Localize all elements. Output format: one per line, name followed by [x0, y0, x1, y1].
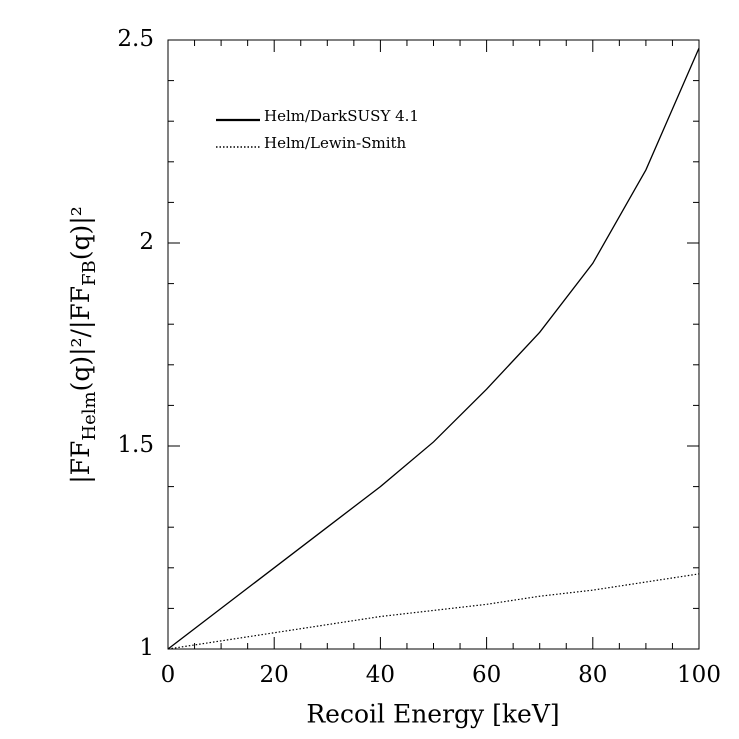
- x-axis-label: Recoil Energy [keV]: [306, 700, 559, 729]
- series-line: [167, 47, 700, 650]
- y-tick-label: 2: [139, 229, 154, 255]
- x-tick-label: 80: [578, 662, 607, 688]
- x-tick-label: 60: [472, 662, 501, 688]
- x-tick-label: 20: [260, 662, 289, 688]
- plot-frame: [167, 39, 700, 650]
- y-tick-label: 1.5: [117, 432, 154, 458]
- y-tick-label: 2.5: [117, 26, 154, 52]
- y-label-sub: Helm: [79, 391, 100, 440]
- y-label-sub: FB: [79, 260, 100, 286]
- x-tick-label: 40: [366, 662, 395, 688]
- y-label-part: (q)|²: [66, 206, 96, 260]
- x-tick-label: 0: [161, 662, 176, 688]
- y-label-part: (q)|²/|FF: [66, 286, 96, 392]
- y-label-part: |FF: [66, 441, 96, 484]
- x-tick-label: 100: [677, 662, 721, 688]
- y-tick-label: 1: [139, 635, 154, 661]
- legend-label: Helm/DarkSUSY 4.1: [264, 107, 419, 125]
- y-axis-label: |FFHelm(q)|²/|FFFB(q)|²: [66, 206, 101, 484]
- legend-label: Helm/Lewin-Smith: [264, 134, 407, 152]
- series-line: [167, 573, 700, 650]
